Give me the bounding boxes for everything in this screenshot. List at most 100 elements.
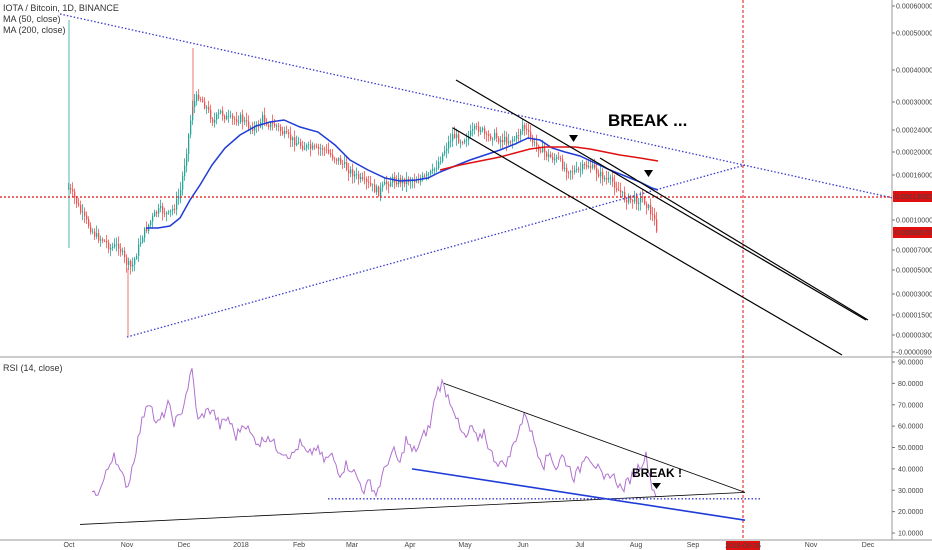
candle-body xyxy=(610,177,612,179)
candle-body xyxy=(212,119,214,123)
rsi-break-arrow xyxy=(652,483,661,489)
candle-body xyxy=(384,181,386,185)
candle-body xyxy=(272,122,274,124)
candle-body xyxy=(598,173,600,177)
candle-body xyxy=(388,184,390,187)
candle-body xyxy=(612,177,614,182)
candle-body xyxy=(470,130,472,136)
time-axis-label: May xyxy=(458,542,472,549)
candle-body xyxy=(524,125,526,129)
candle-body xyxy=(532,137,534,143)
candle-body xyxy=(414,180,416,183)
price-tick-label: 0.00010000 xyxy=(896,218,932,225)
candle-body xyxy=(444,151,446,154)
candle-body xyxy=(358,174,360,180)
candle-body xyxy=(164,213,166,215)
candle-body xyxy=(90,226,92,233)
candle-body xyxy=(486,133,488,135)
candle-body xyxy=(244,120,246,122)
candle-body xyxy=(654,214,656,220)
rsi-tick-label: 90.0000 xyxy=(898,360,923,367)
candle-body xyxy=(354,174,356,177)
candle-body xyxy=(558,157,560,159)
candle-body xyxy=(292,137,294,141)
candle-body xyxy=(600,171,602,177)
candle-body xyxy=(570,171,572,173)
candle-body xyxy=(574,170,576,173)
candle-body xyxy=(480,130,482,132)
time-axis-label: 2018 xyxy=(233,542,249,549)
level-price-label: 0.00013062 xyxy=(895,194,932,201)
candle-body xyxy=(268,124,270,128)
candle-body xyxy=(154,211,156,216)
candle-body xyxy=(224,115,226,120)
candle-body xyxy=(298,142,300,144)
candle-body xyxy=(198,94,200,99)
time-axis-label: Dec xyxy=(178,542,191,549)
ma50-legend: MA (50, close) xyxy=(3,14,61,24)
candle-body xyxy=(426,173,428,176)
candle-body xyxy=(568,172,570,174)
price-tick-label: 0.00050000 xyxy=(896,31,932,38)
candle-body xyxy=(396,182,398,185)
candle-body xyxy=(196,94,198,102)
candle-body xyxy=(156,211,158,214)
rsi-ascending-trendline xyxy=(79,491,746,525)
candle-body xyxy=(274,123,276,127)
candle-body xyxy=(488,134,490,136)
candle-body xyxy=(194,101,196,108)
candle-body xyxy=(128,261,130,265)
candle-body xyxy=(92,231,94,233)
candle-body xyxy=(590,166,592,168)
candle-body xyxy=(296,143,298,146)
time-axis-label: Jun xyxy=(517,542,528,549)
candle-body xyxy=(242,114,244,122)
candle-body xyxy=(564,167,566,170)
candle-body xyxy=(556,157,558,160)
candle-body xyxy=(136,256,138,259)
candle-body xyxy=(390,182,392,187)
candle-body xyxy=(120,248,122,252)
candle-body xyxy=(624,191,626,201)
time-axis-label: Nov xyxy=(121,542,134,549)
candle-body xyxy=(522,125,524,131)
candle-body xyxy=(218,112,220,115)
candle-body xyxy=(114,244,116,247)
candle-body xyxy=(324,149,326,151)
channel-mid-line xyxy=(599,157,869,321)
candle-body xyxy=(446,148,448,152)
candle-body xyxy=(214,119,216,123)
candle-body xyxy=(240,114,242,123)
candle-body xyxy=(416,181,418,183)
candle-body xyxy=(316,146,318,148)
candle-body xyxy=(540,150,542,152)
candle-body xyxy=(182,175,184,190)
candle-body xyxy=(352,169,354,177)
candle-body xyxy=(562,158,564,170)
candle-body xyxy=(206,107,208,109)
candle-body xyxy=(80,205,82,213)
candle-body xyxy=(236,119,238,123)
time-axis-label: Nov xyxy=(805,542,818,549)
candle-body xyxy=(560,158,562,159)
candle-body xyxy=(380,187,382,196)
candle-body xyxy=(618,189,620,191)
candle-body xyxy=(112,246,114,248)
candle-body xyxy=(430,170,432,174)
candle-body xyxy=(226,115,228,120)
rsi-tick-label: 60.0000 xyxy=(898,424,923,431)
candle-body xyxy=(86,215,88,220)
candle-body xyxy=(420,178,422,182)
price-tick-label: 0.00000300 xyxy=(896,333,932,340)
candle-body xyxy=(170,210,172,212)
candle-body xyxy=(138,244,140,257)
candle-body xyxy=(542,146,544,152)
candle-body xyxy=(278,125,280,127)
candle-body xyxy=(250,127,252,129)
candle-body xyxy=(406,178,408,185)
candle-body xyxy=(552,156,554,161)
candle-body xyxy=(290,134,292,141)
candle-body xyxy=(492,138,494,140)
break-arrow-1 xyxy=(569,135,578,142)
time-axis-label: Feb xyxy=(293,542,305,549)
